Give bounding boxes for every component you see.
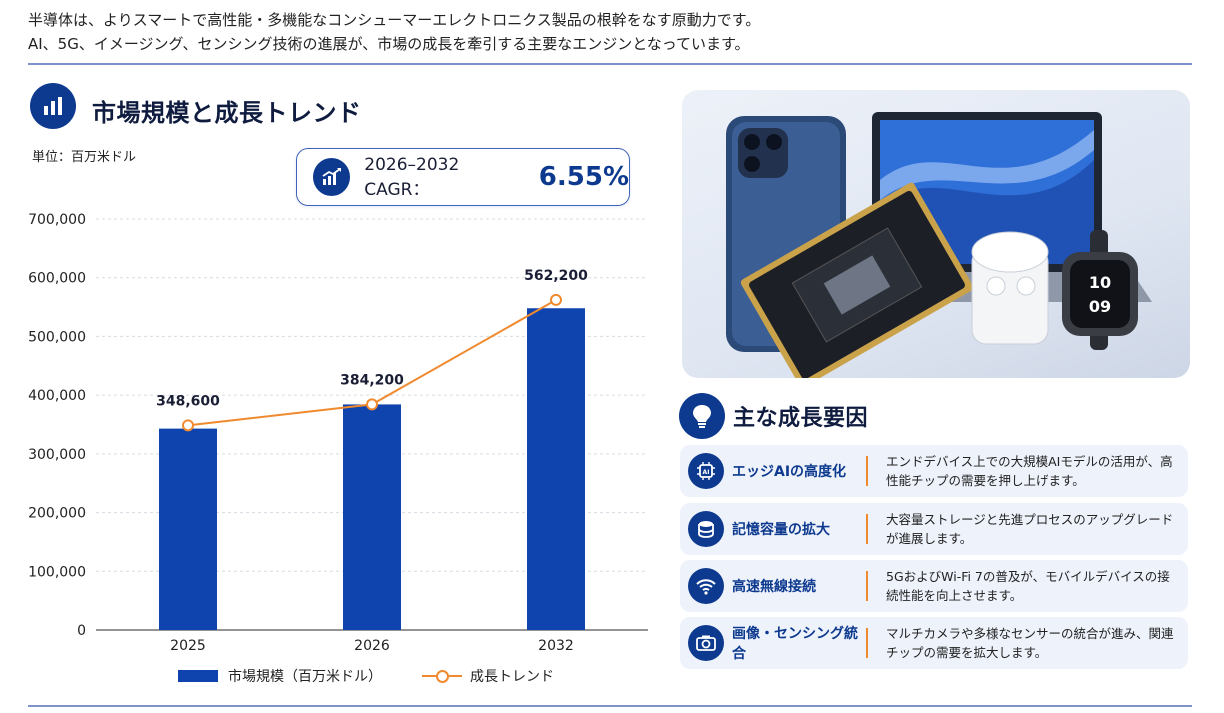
legend-bar-swatch: [178, 670, 218, 682]
y-tick-label: 500,000: [28, 329, 86, 345]
data-label: 562,200: [524, 268, 588, 284]
ai-chip-icon: AI: [688, 453, 724, 489]
y-tick-label: 400,000: [28, 388, 86, 404]
x-tick-label: 2025: [170, 638, 206, 654]
unit-label: 単位：百万米ドル: [32, 150, 137, 165]
factor-desc: エンドデバイス上での大規模AIモデルの活用が、高性能チップの需要を押し上げます。: [886, 454, 1173, 488]
x-tick-label: 2032: [538, 638, 574, 654]
data-label: 384,200: [340, 372, 404, 388]
trend-point-2025: [182, 419, 194, 432]
legend-line-label: 成長トレンド: [470, 669, 554, 685]
factor-name: 画像・センシング統合: [732, 626, 858, 662]
legend-line-swatch: [422, 668, 462, 684]
y-tick-label: 200,000: [28, 506, 86, 522]
factor-card-edge-ai: AI エッジAIの高度化 エンドデバイス上での大規模AIモデルの活用が、高性能チ…: [680, 445, 1188, 497]
factor-desc: 大容量ストレージと先進プロセスのアップグレードが進展します。: [886, 512, 1174, 546]
chart-legend: 市場規模（百万米ドル） 成長トレンド: [178, 666, 554, 686]
y-tick-label: 700,000: [28, 212, 86, 228]
market-title: 市場規模と成長トレンド: [92, 99, 362, 127]
cagr-label: 2026–2032 CAGR：: [364, 154, 460, 200]
product-photo: 10 09: [682, 90, 1190, 378]
camera-icon: [688, 625, 724, 661]
y-tick-label: 300,000: [28, 447, 86, 463]
database-icon: [688, 511, 724, 547]
trend-point-2032: [550, 293, 562, 306]
cagr-badge: 2026–2032 CAGR： 6.55%: [296, 148, 630, 206]
factor-divider: [866, 571, 868, 601]
factor-name: 高速無線接続: [732, 579, 816, 595]
bar-2026: [343, 404, 401, 630]
market-size-chart: 0 100,000 200,000 300,000 400,000 500,000 600,…: [28, 212, 648, 654]
bottom-divider: [28, 705, 1192, 707]
y-tick-label: 100,000: [28, 564, 86, 580]
svg-text:AI: AI: [703, 469, 710, 476]
trend-point-2026: [366, 398, 378, 411]
top-divider: [28, 63, 1192, 65]
intro-line-2: AI、5G、イメージング、センシング技術の進展が、市場の成長を牽引する主要なエン…: [28, 35, 750, 53]
watch-minute: 09: [1089, 297, 1111, 316]
factor-card-imaging: 画像・センシング統合 マルチカメラや多様なセンサーの統合が進み、関連チップの需要…: [680, 617, 1188, 669]
x-tick-label: 2026: [354, 638, 390, 654]
factor-divider: [866, 628, 868, 658]
factor-card-memory: 記憶容量の拡大 大容量ストレージと先進プロセスのアップグレードが進展します。: [680, 503, 1188, 555]
intro-line-1: 半導体は、よりスマートで高性能・多機能なコンシューマーエレクトロニクス製品の根幹…: [28, 11, 761, 29]
growth-chart-icon: [313, 158, 351, 196]
bar-2025: [159, 428, 217, 630]
y-tick-label: 600,000: [28, 271, 86, 287]
legend-bar-label: 市場規模（百万米ドル）: [228, 669, 382, 685]
factor-divider: [866, 514, 868, 544]
factors-title: 主な成長要因: [733, 406, 869, 431]
cagr-value: 6.55%: [538, 162, 629, 192]
bar-chart-icon: [30, 83, 76, 129]
factor-card-wireless: 高速無線接続 5GおよびWi-Fi 7の普及が、モバイルデバイスの接続性能を向上…: [680, 560, 1188, 612]
wifi-icon: [688, 568, 724, 604]
y-tick-label: 0: [77, 623, 86, 639]
factor-name: 記憶容量の拡大: [732, 522, 830, 538]
lightbulb-icon: [679, 393, 725, 439]
factor-divider: [866, 456, 868, 486]
factor-name: エッジAIの高度化: [732, 464, 847, 480]
intro-text: 半導体は、よりスマートで高性能・多機能なコンシューマーエレクトロニクス製品の根幹…: [28, 8, 1198, 56]
factor-desc: マルチカメラや多様なセンサーの統合が進み、関連チップの需要を拡大します。: [886, 626, 1174, 660]
bar-2032: [527, 308, 585, 630]
factor-desc: 5GおよびWi-Fi 7の普及が、モバイルデバイスの接続性能を向上させます。: [886, 569, 1170, 603]
watch-hour: 10: [1089, 273, 1111, 292]
data-label: 348,600: [156, 393, 220, 409]
